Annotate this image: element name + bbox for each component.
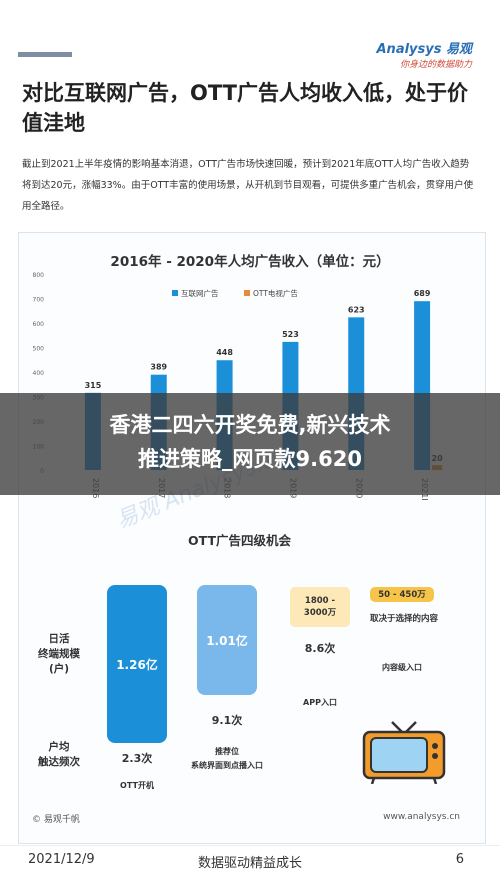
overlay-banner	[0, 393, 500, 495]
legend-swatch	[244, 290, 250, 296]
brand-logo-sub: 你身边的数据助力	[399, 60, 472, 70]
caption-recommend: 推荐位 系统界面到点播入口	[191, 747, 263, 770]
brand-logo: Analysys 易观 你身边的数据助力	[377, 38, 473, 70]
card-content-entry: 50 - 450万	[370, 587, 434, 602]
data-label: 448	[216, 348, 233, 357]
chart-title: 2016年 - 2020年人均广告收入（单位：元）	[110, 254, 390, 270]
overlay-line-1: 香港二四六开奖免费,新兴技术	[109, 413, 391, 437]
freq-app: 8.6次	[304, 642, 336, 655]
brand-logo-main: Analysys 易观	[376, 42, 473, 57]
intro-paragraph: 截止到2021上半年疫情的影响基本消退，OTT广告市场快速回暖，预计到2021年…	[22, 159, 474, 212]
y-tick-label: 500	[33, 346, 45, 353]
bottom-title: 数据驱动精益成长	[197, 856, 302, 871]
y-tick-label: 400	[33, 370, 45, 377]
overlay-text: 香港二四六开奖免费,新兴技术 推进策略_网页款9.620	[20, 408, 480, 476]
row-label-frequency: 户均 触达频次	[38, 741, 80, 768]
card-content-desc: 取决于选择的内容	[369, 614, 438, 624]
legend-swatch	[172, 290, 178, 296]
bottom-bar	[0, 845, 500, 890]
bottom-date: 2021/12/9	[28, 852, 95, 867]
freq-ott-boot: 2.3次	[121, 752, 153, 765]
data-label: 689	[414, 289, 431, 298]
tv-icon	[362, 721, 446, 784]
footer-source: © 易观千帆	[32, 815, 80, 825]
freq-recommend: 9.1次	[211, 714, 243, 727]
legend-label: 互联网广告	[181, 288, 219, 298]
data-label: 523	[282, 330, 299, 339]
overlay-line-2: 推进策略_网页款9.620	[138, 447, 362, 471]
card-app-entry: 1800 - 3000万	[290, 587, 350, 627]
page-number: 6	[455, 852, 464, 867]
ott-section-title: OTT广告四级机会	[188, 533, 291, 548]
caption-app-entry: APP入口	[303, 698, 337, 707]
card-ott-boot: 1.26亿	[107, 585, 167, 743]
legend-label: OTT电视广告	[253, 288, 298, 298]
row-label-terminal-scale: 日活 终端规模 (户)	[38, 633, 80, 675]
data-label: 623	[348, 305, 365, 314]
card-recommend: 1.01亿	[197, 585, 257, 695]
caption-ott-boot: OTT开机	[120, 781, 154, 790]
card-ott-boot-value: 1.26亿	[116, 657, 158, 672]
accent-bar	[18, 52, 72, 57]
y-tick-label: 700	[33, 297, 45, 304]
page-headline: 对比互联网广告，OTT广告人均收入低，处于价值洼地	[22, 81, 468, 135]
caption-content-entry: 内容级入口	[382, 663, 422, 672]
footer-site: www.analysys.cn	[383, 812, 460, 822]
data-label: 389	[150, 363, 167, 372]
card-recommend-value: 1.01亿	[206, 633, 248, 648]
y-tick-label: 600	[33, 321, 45, 328]
data-label: 315	[85, 381, 102, 390]
y-tick-label: 800	[33, 272, 45, 279]
